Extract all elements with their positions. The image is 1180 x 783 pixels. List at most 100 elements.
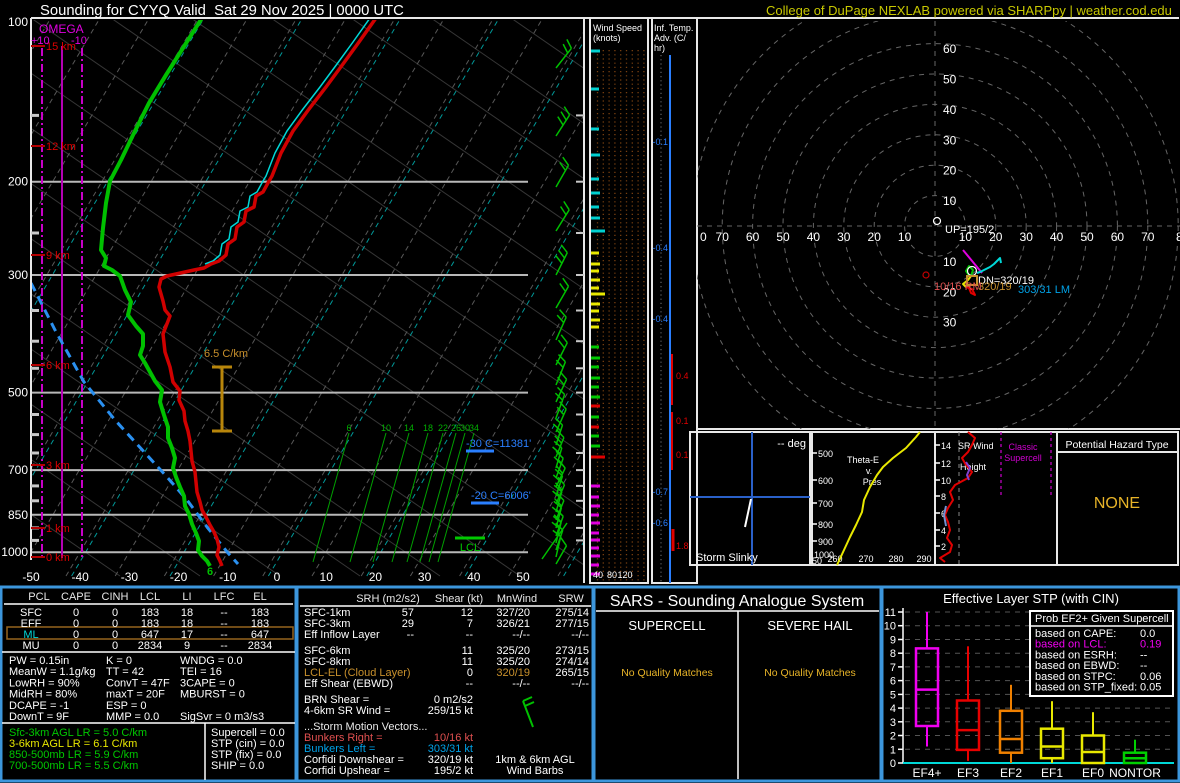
svg-text:800: 800 [818,520,833,530]
svg-text:6.5 C/km: 6.5 C/km [204,348,248,360]
svg-text:--: -- [407,629,415,641]
svg-text:SRW: SRW [558,593,584,605]
svg-text:265/15: 265/15 [555,667,589,679]
svg-text:--: -- [1140,649,1148,661]
svg-text:60: 60 [746,230,760,244]
svg-text:0 km: 0 km [46,552,70,564]
svg-text:11: 11 [462,656,473,668]
svg-text:15 km: 15 km [46,41,76,53]
svg-text:1: 1 [890,744,896,756]
svg-text:Corfidi Downshear =: Corfidi Downshear = [304,754,404,766]
svg-text:10: 10 [943,255,957,269]
svg-text:Eff Shear (EBWD): Eff Shear (EBWD) [304,678,393,690]
svg-text:Theta-E: Theta-E [847,455,879,465]
svg-text:0.4: 0.4 [676,371,689,381]
svg-text:3-6km AGL LR = 6.1 C/km: 3-6km AGL LR = 6.1 C/km [9,738,137,750]
svg-text:Sfc-3km AGL LR = 5.0 C/km: Sfc-3km AGL LR = 5.0 C/km [9,727,147,739]
svg-text:120: 120 [617,570,632,580]
svg-text:based on STP_fixed:: based on STP_fixed: [1035,682,1137,694]
svg-text:EF3: EF3 [957,766,979,780]
svg-text:1000: 1000 [814,550,834,560]
svg-text:8: 8 [1176,230,1180,244]
svg-text:based on EBWD:: based on EBWD: [1035,660,1119,672]
svg-text:2: 2 [890,731,896,743]
svg-text:-20: -20 [170,570,188,584]
svg-text:12: 12 [941,459,951,469]
svg-text:327/20: 327/20 [496,607,530,619]
svg-text:183: 183 [141,607,159,619]
svg-text:2834: 2834 [138,640,162,652]
svg-text:PW = 0.15in: PW = 0.15in [9,655,69,667]
svg-text:based on STPC:: based on STPC: [1035,671,1116,683]
svg-text:STP (fix) = 0.0: STP (fix) = 0.0 [211,749,281,761]
svg-text:Supercell = 0.0: Supercell = 0.0 [211,727,285,739]
svg-text:LCL: LCL [140,591,160,603]
svg-text:SARS - Sounding Analogue Syste: SARS - Sounding Analogue System [610,593,864,610]
svg-text:ConvT = 47F: ConvT = 47F [106,677,170,689]
svg-text:30: 30 [837,230,851,244]
svg-text:-20 C=6006': -20 C=6006' [471,490,531,502]
svg-text:SigSvr = 0 m3/s3: SigSvr = 0 m3/s3 [180,711,264,723]
svg-text:1 km: 1 km [46,523,70,535]
svg-text:30: 30 [460,423,470,433]
svg-text:20: 20 [943,164,957,178]
svg-text:Height: Height [960,462,987,472]
svg-text:SEVERE HAIL: SEVERE HAIL [767,618,852,633]
svg-text:-- deg: -- deg [777,438,806,450]
svg-text:based on LCL:: based on LCL: [1035,639,1107,651]
svg-text:34: 34 [469,423,479,433]
svg-text:325/20: 325/20 [496,645,530,657]
svg-text:MBURST = 0: MBURST = 0 [180,689,245,701]
svg-text:275/14: 275/14 [555,607,589,619]
svg-text:(knots): (knots) [593,33,621,43]
svg-text:-0.6: -0.6 [652,518,668,528]
svg-text:0: 0 [73,640,79,652]
svg-text:12 km: 12 km [46,141,76,153]
svg-text:10: 10 [943,194,957,208]
svg-text:Classic: Classic [1008,442,1038,452]
svg-text:DCAPE = -1: DCAPE = -1 [9,700,69,712]
svg-text:CAPE: CAPE [61,591,91,603]
svg-text:--: -- [220,607,228,619]
svg-text:UP=195/2: UP=195/2 [945,224,994,236]
svg-text:based on CAPE:: based on CAPE: [1035,628,1116,640]
svg-text:Wind Speed: Wind Speed [593,23,642,33]
svg-text:3: 3 [890,717,896,729]
svg-text:DownT = 9F: DownT = 9F [9,711,69,723]
svg-text:Eff Inflow Layer: Eff Inflow Layer [304,629,380,641]
svg-text:30: 30 [943,133,957,147]
svg-text:277/15: 277/15 [555,618,589,630]
svg-text:0: 0 [112,607,118,619]
svg-text:20: 20 [943,285,957,299]
svg-text:6: 6 [346,423,351,433]
svg-text:CINH: CINH [102,591,129,603]
svg-text:0: 0 [73,629,79,641]
svg-text:30: 30 [943,316,957,330]
svg-text:--/--: --/-- [571,629,589,641]
svg-text:7: 7 [467,618,473,630]
svg-text:ESP = 0: ESP = 0 [106,700,146,712]
svg-text:10: 10 [941,476,951,486]
svg-text:--/--: --/-- [512,678,530,690]
svg-text:183: 183 [141,618,159,630]
svg-text:0: 0 [890,758,896,770]
svg-text:500: 500 [8,386,28,400]
svg-text:+10: +10 [31,35,50,47]
svg-text:SFC-3km: SFC-3km [304,618,350,630]
svg-text:LI: LI [182,591,191,603]
svg-text:Corfidi Upshear =: Corfidi Upshear = [304,765,390,777]
svg-text:LowRH = 90%: LowRH = 90% [9,677,80,689]
svg-text:Supercell: Supercell [1004,453,1042,463]
svg-text:10: 10 [898,230,912,244]
svg-text:320/19 kt: 320/19 kt [428,754,473,766]
svg-text:ML: ML [23,629,38,641]
svg-text:PCL: PCL [28,591,49,603]
svg-text:9: 9 [184,640,190,652]
svg-text:850: 850 [8,508,28,522]
svg-text:-30 C=11381': -30 C=11381' [466,438,531,450]
svg-text:40: 40 [467,570,481,584]
svg-text:-10: -10 [71,35,87,47]
svg-text:0.05: 0.05 [1140,682,1161,694]
svg-text:647: 647 [251,629,269,641]
svg-text:18: 18 [181,607,193,619]
